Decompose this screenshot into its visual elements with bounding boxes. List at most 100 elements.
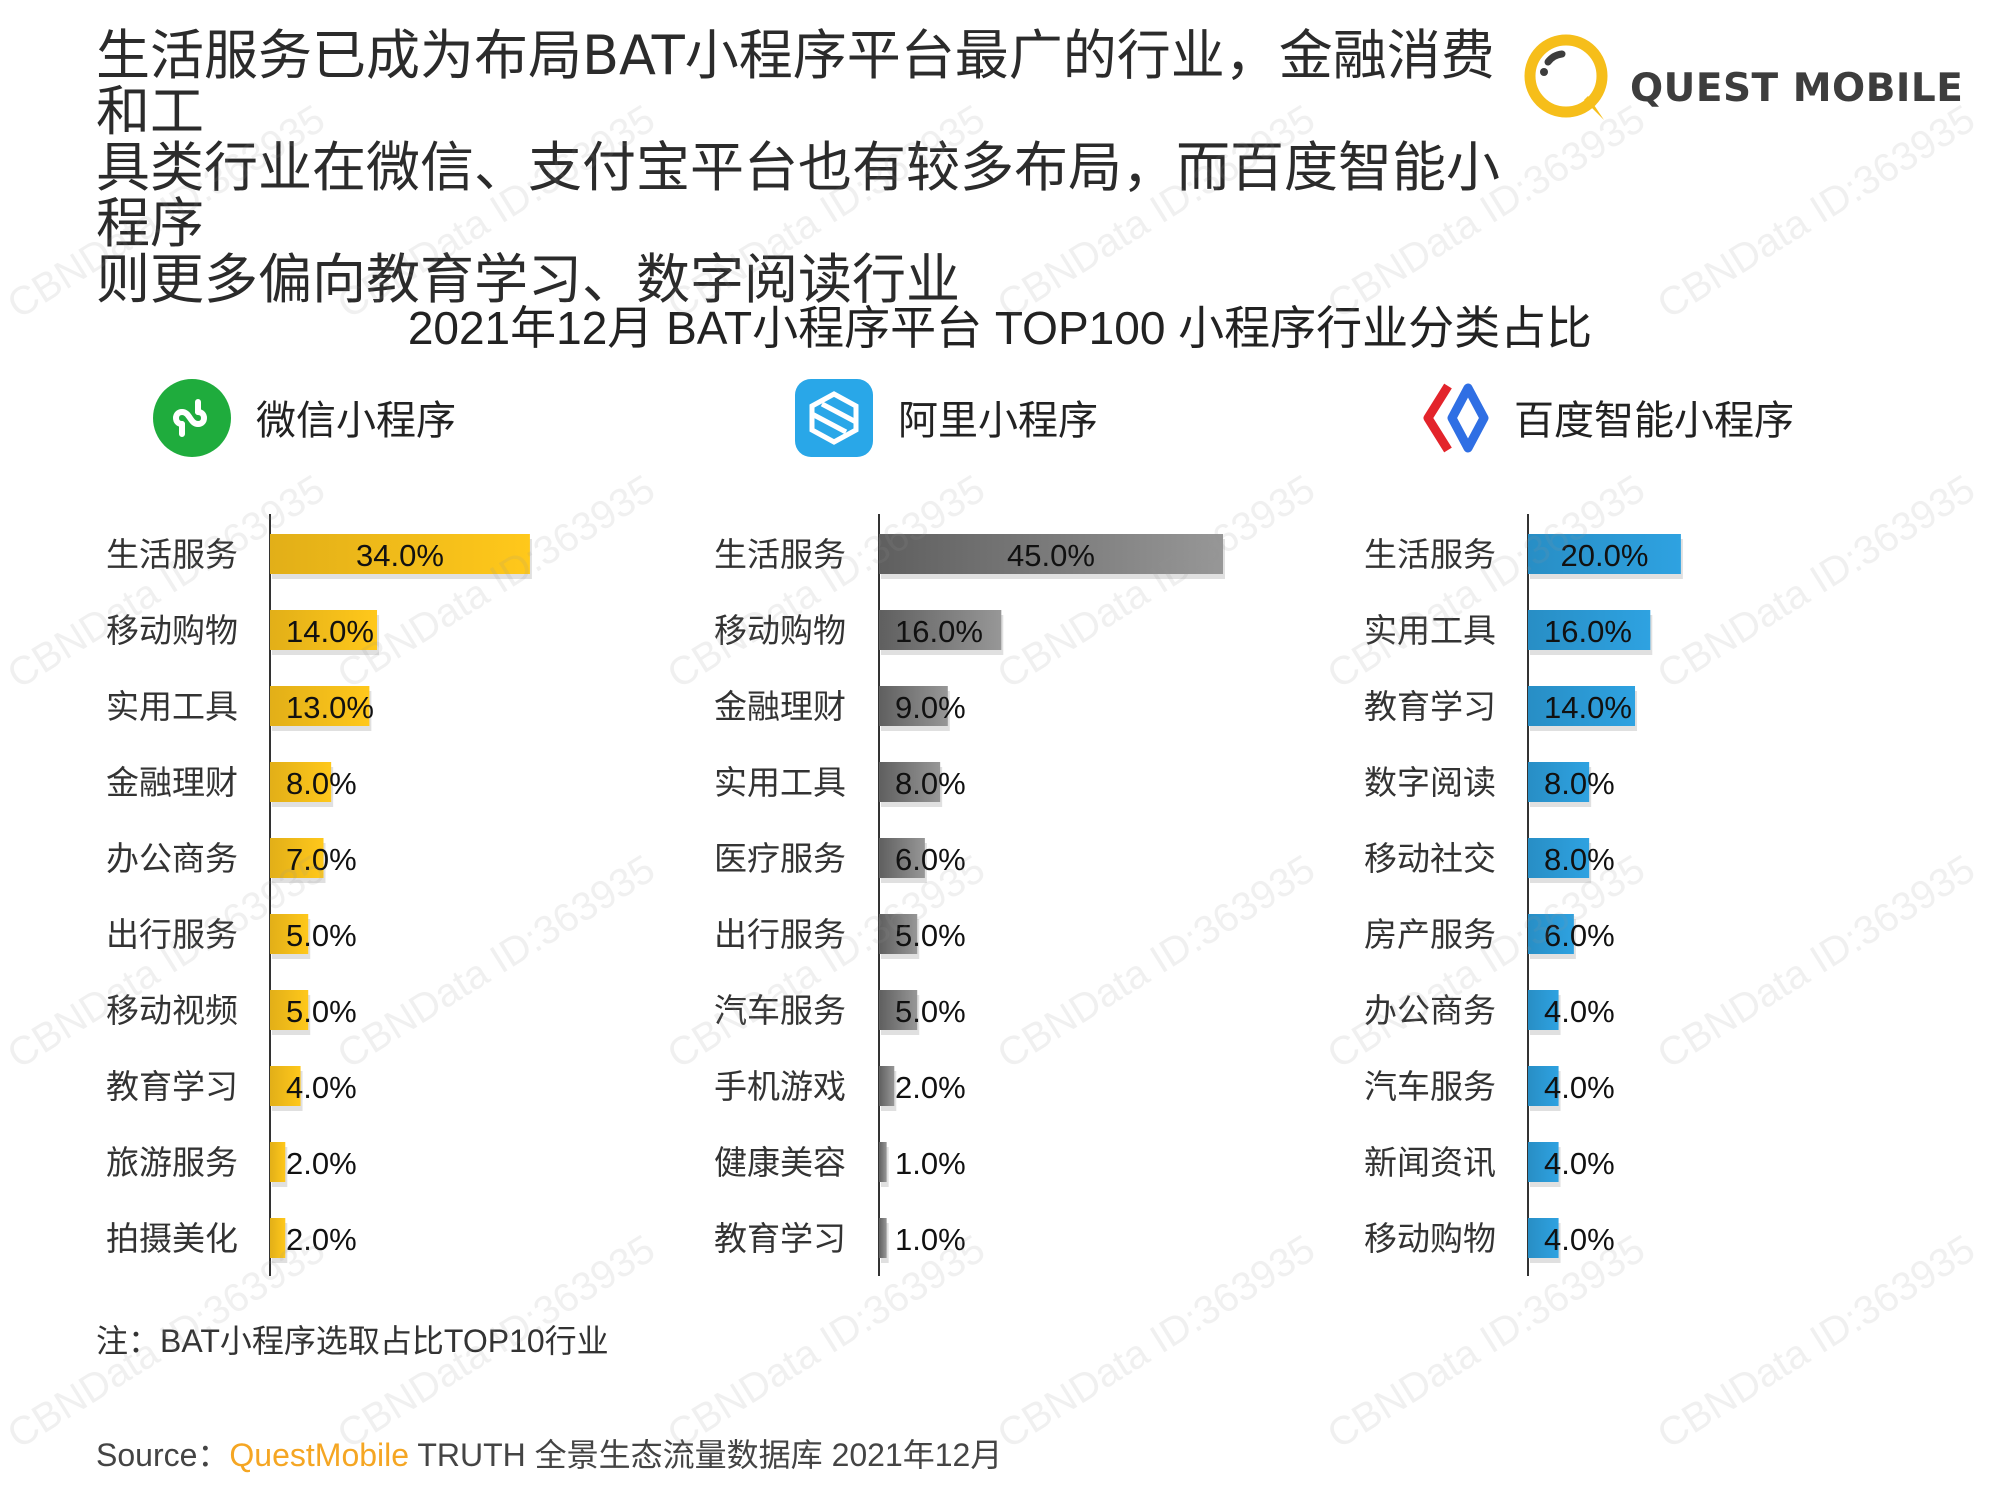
chart-baidu: 生活服务 20.0% 实用工具 16.0% 教育学习 14.0% 数字阅读 8.0% 移动社交 8… [1364,514,1683,1276]
bar [270,534,530,574]
category-label: 生活服务 [714,535,846,574]
bar [1528,1218,1559,1258]
bar [1528,534,1681,574]
data-label: 5.0% [286,994,357,1029]
bar [270,610,378,650]
category-label: 房产服务 [1364,915,1496,954]
source-text: TRUTH 全景生态流量数据库 2021年12月 [409,1437,1003,1473]
category-label: 移动社交 [1364,839,1496,878]
bar [879,534,1223,574]
data-label: 16.0% [895,614,983,649]
panel-header-wechat: 微信小程序 [152,378,652,460]
category-label: 健康美容 [714,1143,846,1182]
data-label: 14.0% [286,614,374,649]
chart-ali: 生活服务 45.0% 移动购物 16.0% 金融理财 9.0% 实用工具 8.0% 医疗服务 6.… [714,514,1225,1276]
category-label: 金融理财 [106,763,238,802]
panel-title-ali: 阿里小程序 [898,398,1098,444]
category-label: 移动视频 [106,991,238,1030]
category-label: 手机游戏 [714,1067,846,1106]
data-label: 4.0% [1544,1146,1615,1181]
source-brand: QuestMobile [229,1437,410,1473]
page-headline: 生活服务已成为布局BAT小程序平台最广的行业，金融消费和工 具类行业在微信、支付… [96,28,1526,308]
data-label: 45.0% [1007,538,1095,573]
category-label: 汽车服务 [714,991,846,1030]
category-label: 移动购物 [1364,1219,1496,1258]
data-label: 7.0% [286,842,357,877]
chart-wechat: 生活服务 34.0% 移动购物 14.0% 实用工具 13.0% 金融理财 8.0% 办公商务 7… [106,514,532,1276]
source-line: Source：QuestMobile TRUTH 全景生态流量数据库 2021年… [96,1430,1002,1476]
baidu-smart-program-icon [1423,383,1489,453]
bar [270,838,324,878]
data-label: 4.0% [1544,994,1615,1029]
data-label: 9.0% [895,690,966,725]
bar [879,1218,887,1258]
data-label: 5.0% [895,994,966,1029]
bar [879,1066,895,1106]
category-label: 移动购物 [714,611,846,650]
data-label: 5.0% [895,918,966,953]
category-label: 金融理财 [714,687,846,726]
bar [1528,838,1590,878]
bar [270,1218,286,1258]
brand-logo: QUEST MOBILE [1518,26,1963,126]
bar [270,990,309,1030]
bar [1528,762,1590,802]
data-label: 16.0% [1544,614,1632,649]
category-label: 生活服务 [106,535,238,574]
data-label: 1.0% [895,1222,966,1257]
bar [879,990,918,1030]
category-label: 教育学习 [106,1067,238,1106]
panel-title-baidu: 百度智能小程序 [1514,398,1794,444]
panel-title-wechat: 微信小程序 [256,398,456,444]
data-label: 34.0% [356,538,444,573]
chart-note: 注：BAT小程序选取占比TOP10行业 [96,1323,609,1359]
data-label: 4.0% [1544,1070,1615,1105]
bar [879,610,1002,650]
category-label: 教育学习 [714,1219,846,1258]
bar [1528,686,1636,726]
panel-header-ali: 阿里小程序 [794,378,1294,460]
bar [1528,1066,1559,1106]
category-label: 医疗服务 [714,839,846,878]
panel-header-baidu: 百度智能小程序 [1418,378,1978,460]
data-label: 20.0% [1560,538,1648,573]
data-label: 6.0% [895,842,966,877]
alipay-mini-program-icon [795,379,873,457]
chart-title: 2021年12月 BAT小程序平台 TOP100 小程序行业分类占比 [407,302,1593,354]
category-label: 出行服务 [714,915,846,954]
bar [270,914,309,954]
category-label: 实用工具 [106,687,238,726]
data-label: 1.0% [895,1146,966,1181]
bar [1528,1142,1559,1182]
bar [270,1142,286,1182]
bar [270,1066,301,1106]
bar [1528,610,1651,650]
category-label: 旅游服务 [106,1143,238,1182]
bar [1528,990,1559,1030]
category-label: 教育学习 [1364,687,1496,726]
data-label: 2.0% [286,1146,357,1181]
bar [879,686,948,726]
brand-name: QUEST MOBILE [1630,66,1964,111]
source-prefix: Source： [96,1437,230,1473]
data-label: 13.0% [286,690,374,725]
data-label: 14.0% [1544,690,1632,725]
data-label: 8.0% [1544,842,1615,877]
data-label: 2.0% [895,1070,966,1105]
bar [1528,914,1574,954]
bar [879,914,918,954]
bar [879,1142,887,1182]
category-label: 新闻资讯 [1364,1143,1496,1182]
data-label: 8.0% [1544,766,1615,801]
bar [879,762,941,802]
category-label: 生活服务 [1364,535,1496,574]
category-label: 实用工具 [1364,611,1496,650]
category-label: 数字阅读 [1364,763,1496,802]
data-label: 8.0% [286,766,357,801]
category-label: 实用工具 [714,763,846,802]
data-label: 8.0% [895,766,966,801]
headline-line-3: 则更多偏向教育学习、数字阅读行业 [96,248,960,311]
data-label: 5.0% [286,918,357,953]
headline-line-2: 具类行业在微信、支付宝平台也有较多布局，而百度智能小程序 [96,136,1500,255]
